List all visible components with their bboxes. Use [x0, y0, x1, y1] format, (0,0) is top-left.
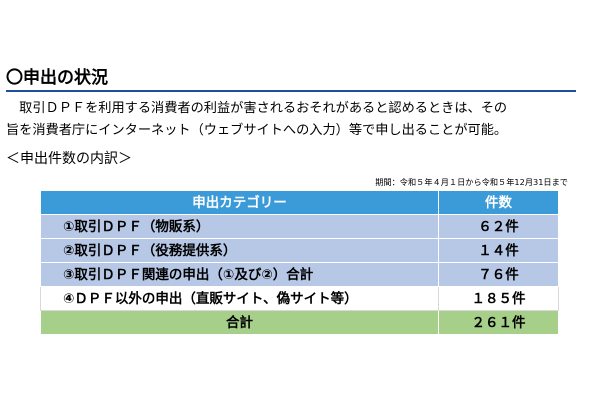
total-count: ２６１件: [438, 310, 559, 335]
header-category: 申出カテゴリー: [40, 190, 439, 215]
row-category: ④ＤＰＦ以外の申出（直販サイト、偽サイト等）: [40, 286, 439, 311]
row-count: ６２件: [438, 214, 559, 239]
table-row: ④ＤＰＦ以外の申出（直販サイト、偽サイト等） １８５件: [40, 286, 559, 311]
row-count: ７６件: [438, 262, 559, 287]
period-note: 期間：令和５年４月１日から令和５年12月31日まで: [375, 177, 568, 187]
breakdown-subtitle: ＜申出件数の内訳＞: [6, 151, 132, 167]
complaints-table: 申出カテゴリー 件数 ①取引ＤＰＦ（物販系） ６２件 ②取引ＤＰＦ（役務提供系）…: [40, 190, 559, 335]
table-header-row: 申出カテゴリー 件数: [40, 190, 559, 215]
table-row: ③取引ＤＰＦ関連の申出（①及び②）合計 ７６件: [40, 262, 559, 287]
heading-underline: [6, 90, 576, 92]
total-label: 合計: [40, 310, 439, 335]
total-row: 合計 ２６１件: [40, 310, 559, 335]
table-row: ②取引ＤＰＦ（役務提供系） １４件: [40, 238, 559, 263]
row-category: ③取引ＤＰＦ関連の申出（①及び②）合計: [40, 262, 439, 287]
table-row: ①取引ＤＰＦ（物販系） ６２件: [40, 214, 559, 239]
description-paragraph: 取引ＤＰＦを利用する消費者の利益が害されるおそれがあると認めるときは、その 旨を…: [6, 98, 586, 142]
header-count: 件数: [438, 190, 559, 215]
row-count: １８５件: [438, 286, 559, 311]
section-heading: 〇申出の状況: [6, 68, 108, 88]
row-category: ①取引ＤＰＦ（物販系）: [40, 214, 439, 239]
description-line-2: 旨を消費者庁にインターネット（ウェブサイトへの入力）等で申し出ることが可能。: [6, 123, 508, 138]
row-count: １４件: [438, 238, 559, 263]
row-category: ②取引ＤＰＦ（役務提供系）: [40, 238, 439, 263]
description-line-1: 取引ＤＰＦを利用する消費者の利益が害されるおそれがあると認めるときは、その: [6, 101, 508, 116]
